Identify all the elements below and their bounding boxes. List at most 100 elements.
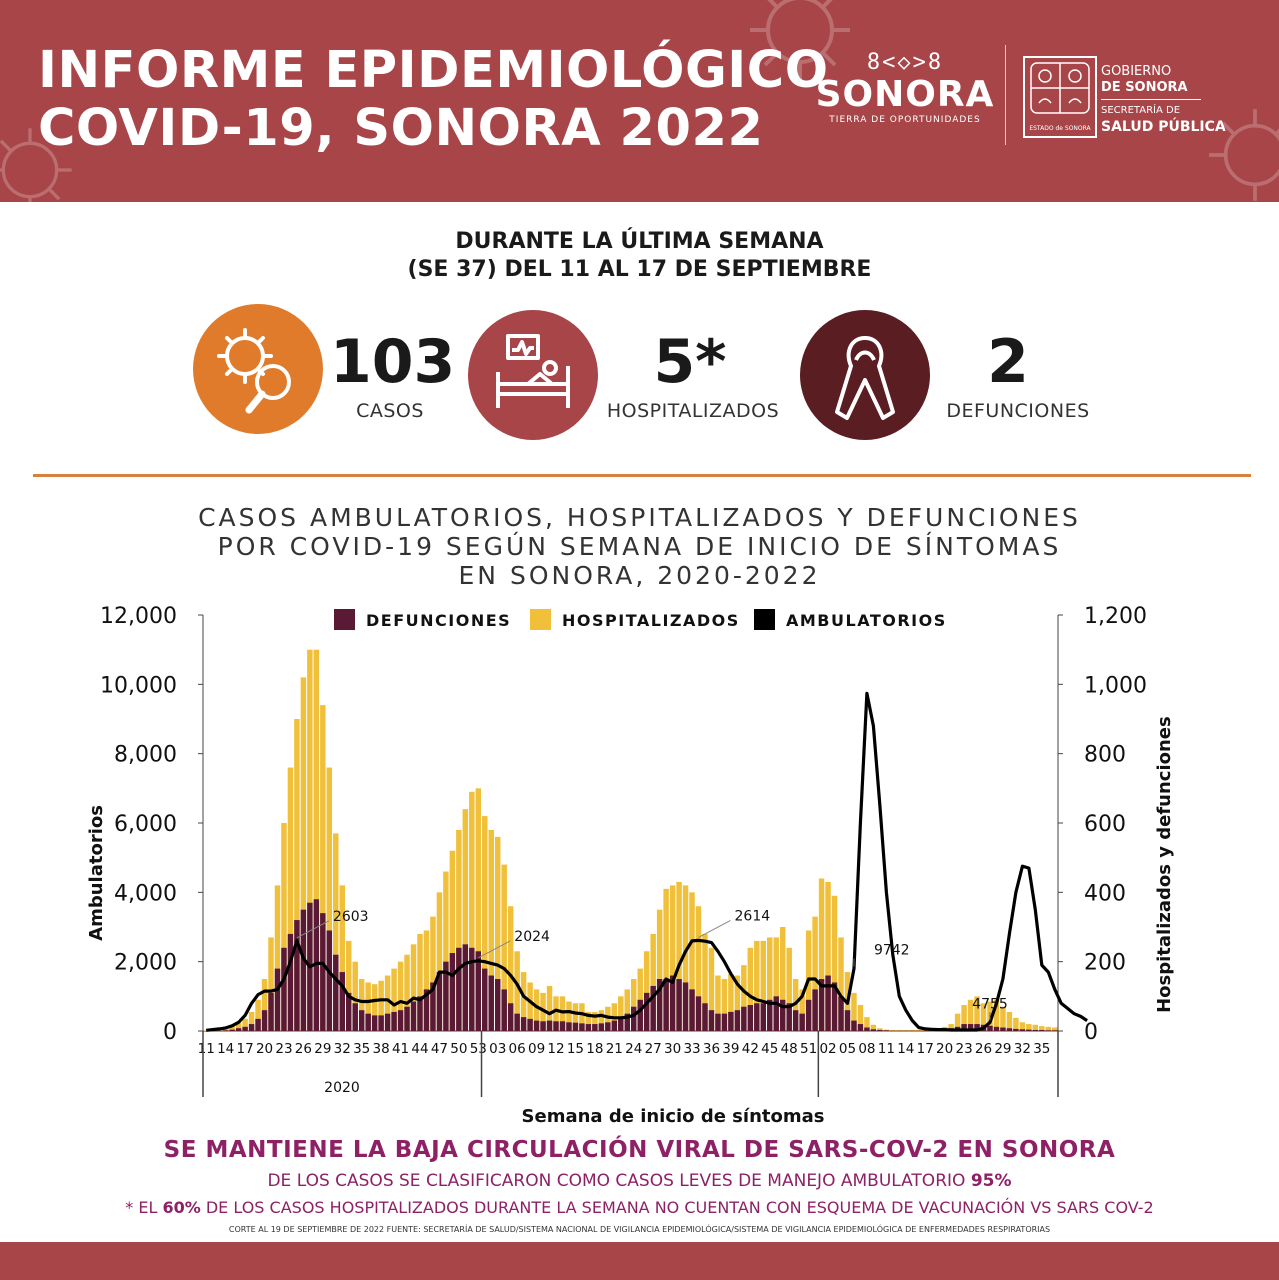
hospitalizados-bar (695, 906, 702, 1031)
defunciones-bar (475, 951, 482, 1031)
x-tick-label: 33 (683, 1041, 700, 1057)
hospitalizados-bar (864, 1017, 870, 1031)
hospitalizados-bar (514, 951, 520, 1031)
right-axis-title: Hospitalizados y defunciones (1154, 716, 1175, 1013)
defunciones-bar (825, 975, 831, 1031)
x-tick-label: 39 (722, 1041, 739, 1057)
hospitalizados-bar (689, 892, 695, 1031)
defunciones-bar (404, 1006, 410, 1031)
logo-glyphs: 8<◇>8 (866, 50, 944, 75)
hospitalizados-bar (721, 979, 728, 1031)
hospitalizados-bar (313, 649, 320, 1031)
hospitalizados-bar (643, 951, 650, 1031)
defunciones-bar (792, 1010, 799, 1031)
defunciones-bar (423, 989, 430, 1031)
defunciones-bar (805, 999, 812, 1031)
defunciones-bar (520, 1017, 527, 1031)
x-tick-label: 38 (373, 1041, 390, 1057)
x-tick-label: 08 (858, 1041, 875, 1057)
hospitalizados-bar (553, 996, 559, 1031)
defunciones-bar (255, 1018, 261, 1031)
hospitalizados-bar (235, 1022, 242, 1031)
hospitalizados-bar (469, 791, 475, 1031)
hospitalizados-bar (527, 982, 533, 1031)
hospitalizados-bar (482, 816, 488, 1031)
defunciones-bar (1013, 1028, 1019, 1031)
x-tick-label: 05 (839, 1041, 856, 1057)
hospitalizados-bar (391, 968, 397, 1031)
legend-swatch (754, 609, 775, 630)
defunciones-bar (741, 1006, 747, 1031)
footer-ambulatory-note: DE LOS CASOS SE CLASIFICARON COMO CASOS … (267, 1171, 1012, 1191)
hospitalizados-bar (656, 909, 663, 1031)
right-tick-label: 200 (1084, 951, 1126, 976)
defunciones-bar (883, 1030, 890, 1031)
defunciones-bar (631, 1006, 637, 1031)
hospitalizados-bar (579, 1003, 585, 1031)
chart-title-line-3: EN SONORA, 2020-2022 (458, 561, 821, 590)
hospitalizados-bar (741, 965, 747, 1031)
defunciones-bar (611, 1020, 618, 1031)
defunciones-bar (527, 1018, 533, 1031)
hospitalizados-bar (747, 947, 754, 1031)
defunciones-bar (624, 1013, 630, 1031)
defunciones-bar (326, 930, 333, 1031)
gov-line-3: SECRETARÍA DE (1101, 105, 1181, 116)
defunciones-bar (734, 1010, 741, 1031)
hospitalizados-bar (715, 975, 721, 1031)
defunciones-bar (346, 992, 352, 1031)
hospitalizados-bar (779, 927, 786, 1031)
defunciones-bar (605, 1022, 611, 1031)
hospitalizados-bar (261, 979, 268, 1031)
peak-annotation: 9742 (874, 943, 910, 959)
defunciones-bar (456, 947, 462, 1031)
hospitalizados-bar (1000, 1006, 1006, 1031)
defunciones-bar (352, 1003, 358, 1031)
defunciones-bar (637, 999, 643, 1031)
defunciones-bar (1019, 1029, 1026, 1031)
defunciones-bar (870, 1029, 877, 1031)
header-banner: INFORME EPIDEMIOLÓGICO COVID-19, SONORA 2… (0, 0, 1279, 202)
defunciones-bar (281, 947, 287, 1031)
hospitalizados-bar (903, 1029, 909, 1031)
defunciones-bar (287, 933, 294, 1031)
hospitalizados-bar (294, 719, 300, 1031)
defunciones-bar (507, 1003, 514, 1031)
hospitalizados-bar (287, 767, 294, 1031)
hospitalizados-bar (384, 975, 391, 1031)
defunciones-bar (222, 1030, 229, 1031)
hospitalizados-bar (520, 972, 527, 1031)
defunciones-bar (747, 1005, 754, 1031)
defunciones-bar (494, 979, 501, 1031)
hospitalizados-bar (365, 982, 371, 1031)
x-tick-label: 11 (878, 1041, 895, 1057)
hospitalizados-bar (838, 937, 844, 1031)
hospitalized-label: HOSPITALIZADOS (606, 400, 780, 422)
hospitalizados-bar (676, 881, 682, 1031)
defunciones-bar (546, 1020, 553, 1031)
x-tick-label: 17 (237, 1041, 254, 1057)
hospitalizados-bar (352, 961, 358, 1031)
hospitalizados-bar (449, 850, 456, 1031)
defunciones-bar (482, 968, 488, 1031)
x-tick-label: 21 (606, 1041, 623, 1057)
defunciones-bar (585, 1024, 592, 1031)
hospitalizados-bar (326, 767, 333, 1031)
defunciones-bar (864, 1027, 870, 1031)
defunciones-bar (967, 1024, 974, 1031)
defunciones-bar (248, 1024, 255, 1031)
defunciones-bar (391, 1011, 397, 1031)
x-tick-label: 35 (1033, 1041, 1050, 1057)
hospitalizados-bar (948, 1024, 954, 1031)
x-tick-label: 50 (450, 1041, 467, 1057)
defunciones-bar (1026, 1029, 1032, 1031)
hospitalizados-bar (669, 885, 676, 1031)
hospitalizados-bar (663, 888, 669, 1031)
defunciones-bar (469, 947, 475, 1031)
hospitalizados-bar (760, 940, 767, 1031)
legend-swatch (334, 609, 355, 630)
defunciones-bar (1000, 1027, 1006, 1031)
hospitalizados-bar (307, 649, 313, 1031)
defunciones-bar (669, 975, 676, 1031)
hospital-bed-icon (496, 334, 570, 408)
